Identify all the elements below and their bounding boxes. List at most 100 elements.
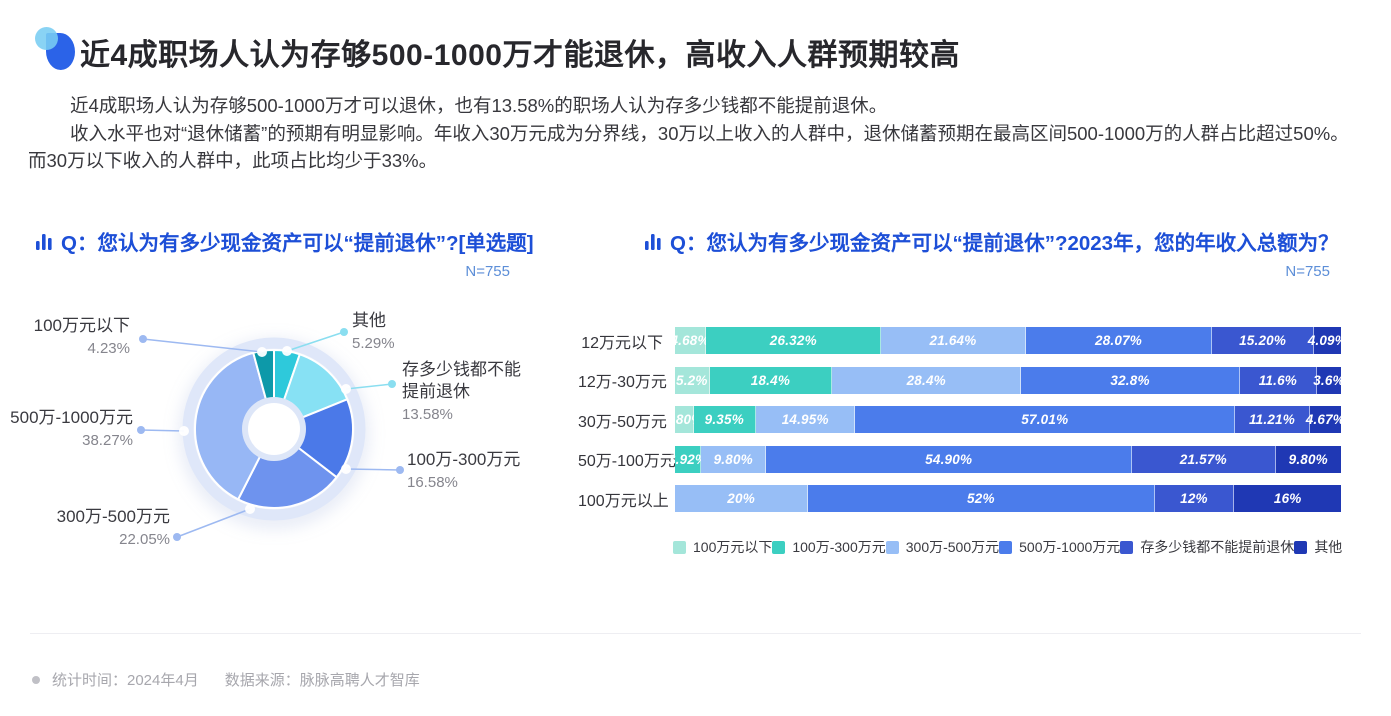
leader-anchor-dot-4 [179, 426, 189, 436]
bar-segment-value: 57.01% [1021, 412, 1069, 428]
legend-item-0: 100万元以下 [673, 537, 772, 557]
bar-segment-value: 11.6% [1258, 372, 1297, 388]
pie-label-value: 16.58% [407, 474, 458, 491]
bar-segment-1: 18.4% [709, 366, 833, 394]
bar-question-title: Q：您认为有多少现金资产可以“提前退休”?2023年，您的年收入总额为？ [645, 226, 1339, 256]
pie-label-value: 13.58% [402, 406, 453, 423]
maimai-logo-icon [35, 27, 75, 71]
pie-label-name: 其他 [352, 311, 386, 330]
bar-segment-1: 26.32% [706, 327, 882, 354]
bar-segment-4: 12% [1154, 485, 1235, 513]
bar-segment-2: 20% [675, 485, 809, 513]
pie-label-300-500: 300万-500万元 22.05% [20, 506, 170, 549]
leader-line-4 [140, 429, 185, 432]
bar-segment-value: 5.2% [676, 372, 708, 388]
bar-segment-value: 20% [727, 491, 755, 507]
bar-segment-1: 9.35% [693, 406, 756, 434]
bar-segment-5: 9.80% [1275, 445, 1341, 473]
bar-track: 5.2% 18.4% 28.4% 32.8% 11.6% 3.6% [675, 366, 1345, 394]
legend-swatch-icon [885, 540, 899, 554]
bar-track: 3.92% 9.80% 54.90% 21.57% 9.80% [668, 445, 1341, 473]
bar-segment-value: 28.07% [1095, 333, 1143, 348]
bar-segment-4: 21.57% [1131, 445, 1276, 473]
bar-segment-0: 4.68% [670, 327, 710, 354]
bar-chart-icon [36, 233, 52, 250]
pie-label-other: 其他 5.29% [352, 310, 395, 353]
bar-row: 30万-50万元 2.80% 9.35% 14.95% 57.01% 11.21% 4.67… [578, 406, 1345, 434]
bar-segment-2: 21.64% [881, 327, 1026, 354]
pie-label-name: 300万-500万元 [56, 507, 170, 526]
bar-row-label: 100万元以上 [578, 492, 669, 510]
logo-circle-shape [35, 27, 58, 50]
legend-item-1: 100万-300万元 [772, 537, 886, 557]
footer-data-source: 数据来源：脉脉高聘人才智库 [224, 672, 420, 689]
bar-segment-value: 32.8% [1110, 372, 1150, 388]
legend-item-2: 300万-500万元 [885, 537, 999, 557]
leader-anchor-dot-1 [341, 384, 351, 394]
page-title: 近4成职场人认为存够500-1000万才能退休，高收入人群预期较高 [80, 39, 960, 72]
legend-swatch-icon [999, 540, 1013, 554]
footer-bullet-icon [32, 675, 40, 684]
legend-swatch-icon [1120, 540, 1134, 554]
bar-segment-value: 54.90% [925, 451, 973, 467]
bar-row-label: 12万元以下 [581, 334, 663, 352]
footer-divider [30, 633, 1361, 634]
pie-label-value: 5.29% [352, 335, 395, 352]
pie-label-500-1000: 500万-1000万元 38.27% [0, 407, 133, 450]
legend-swatch-icon [673, 540, 686, 554]
pie-label-value: 38.27% [82, 432, 133, 449]
legend-item-5: 其他 [1294, 537, 1342, 557]
bar-segment-value: 4.67% [1305, 412, 1345, 428]
pie-label-name: 100万-300万元 [407, 450, 521, 469]
pie-label-name: 100万元以下 [33, 316, 130, 335]
bar-segment-value: 2.80% [664, 412, 704, 428]
chart-legend: 100万元以下 100万-300万元 300万-500万元 500万-1000万元 存多… [673, 537, 1342, 557]
bar-row-label: 30万-50万元 [578, 413, 667, 431]
bar-segment-value: 16% [1273, 491, 1302, 507]
leader-line-0 [286, 331, 345, 352]
legend-label: 100万元以下 [693, 539, 773, 555]
bar-chart-icon [645, 233, 661, 250]
bar-segment-value: 18.4% [750, 372, 791, 388]
legend-item-3: 500万-1000万元 [999, 537, 1120, 557]
leader-anchor-dot-5 [257, 347, 267, 357]
bar-row-label: 50万-100万元 [578, 453, 676, 471]
leader-end-dot-4 [137, 426, 145, 434]
bar-segment-value: 21.57% [1179, 451, 1227, 467]
bar-row: 100万元以上 20% 52% 12% 16% [578, 485, 1341, 513]
bar-segment-value: 9.80% [713, 451, 753, 467]
bar-question-text: Q：您认为有多少现金资产可以“提前退休”?2023年，您的年收入总额为？ [670, 232, 1339, 255]
pie-label-name: 存多少钱都不能提前退休 [402, 360, 521, 401]
pie-sample-size: N=755 [465, 263, 510, 280]
bar-segment-2: 28.4% [832, 366, 1022, 394]
bar-segment-2: 9.80% [701, 445, 767, 473]
bar-segment-value: 52% [967, 491, 995, 507]
bar-segment-3: 32.8% [1021, 366, 1240, 394]
bar-segment-value: 12% [1180, 491, 1208, 507]
leader-end-dot-0 [340, 328, 348, 336]
bar-segment-1: 3.92% [668, 445, 707, 473]
bar-segment-value: 3.6% [1313, 372, 1345, 388]
bar-segment-5: 16% [1234, 485, 1341, 513]
legend-label: 500万-1000万元 [1019, 539, 1121, 555]
leader-end-dot-2 [396, 466, 404, 474]
legend-label: 其他 [1314, 539, 1343, 555]
legend-swatch-icon [772, 540, 786, 554]
bar-segment-value: 4.09% [1307, 333, 1347, 348]
bar-row: 12万-30万元 5.2% 18.4% 28.4% 32.8% 11.6% 3.6% [578, 366, 1345, 394]
leader-end-dot-5 [139, 335, 147, 343]
bar-sample-size: N=755 [1285, 263, 1330, 280]
bar-segment-value: 21.64% [929, 333, 977, 348]
bar-segment-3: 57.01% [855, 406, 1236, 434]
footer-stat-time: 统计时间：2024年4月 [52, 672, 199, 689]
bar-segment-2: 14.95% [755, 406, 856, 434]
donut-hole [248, 403, 300, 455]
legend-label: 存多少钱都不能提前退休 [1140, 539, 1295, 555]
bar-row-label: 12万-30万元 [578, 374, 667, 392]
bar-row: 50万-100万元 3.92% 9.80% 54.90% 21.57% 9.80% [578, 445, 1341, 473]
bar-segment-3: 52% [808, 485, 1155, 513]
bar-segment-4: 15.20% [1212, 327, 1314, 354]
leader-anchor-dot-0 [282, 346, 292, 356]
pie-question-text: Q：您认为有多少现金资产可以“提前退休”?[单选题] [61, 232, 534, 255]
legend-swatch-icon [1294, 540, 1308, 554]
